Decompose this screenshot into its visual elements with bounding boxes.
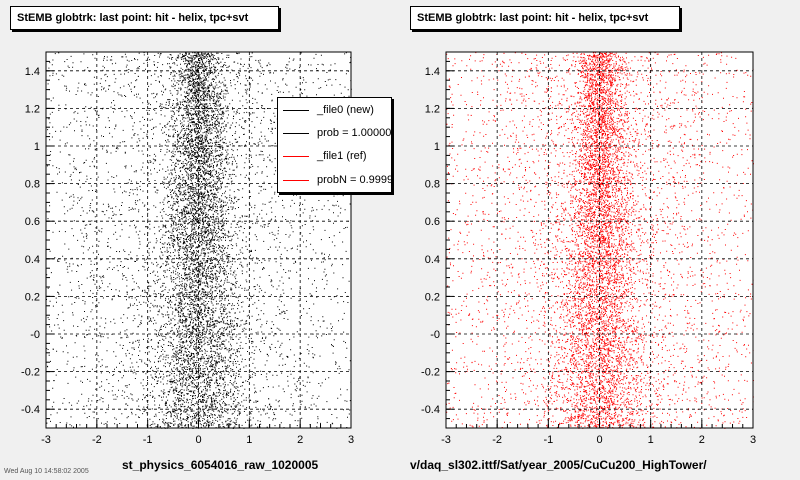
y-tick-label: 1 — [34, 141, 40, 153]
y-tick-label: -0.2 — [21, 367, 40, 379]
y-tick-label: 0.4 — [25, 254, 40, 266]
y-tick-label: 0.2 — [425, 291, 440, 303]
legend-swatch — [283, 132, 309, 134]
x-tick-label: -1 — [143, 434, 153, 446]
panel-left-footer: st_physics_6054016_raw_1020005 — [122, 458, 319, 472]
legend: _file0 (new) prob = 1.000000 _file1 (ref… — [277, 97, 392, 193]
panel-right-title: StEMB globtrk: last point: hit - helix, … — [410, 6, 680, 30]
y-tick-label: 0.2 — [25, 291, 40, 303]
legend-item: prob = 1.000000 — [278, 123, 392, 143]
x-tick-label: 2 — [699, 434, 705, 446]
x-tick-label: -1 — [543, 434, 553, 446]
y-tick-label: -0 — [30, 329, 40, 341]
legend-label: _file0 (new) — [317, 104, 374, 116]
timestamp-note: Wed Aug 10 14:58:02 2005 — [4, 468, 89, 475]
y-tick-label: 1.2 — [25, 103, 40, 115]
y-tick-label: -0.4 — [421, 404, 440, 416]
y-tick-label: 1.4 — [425, 66, 440, 78]
panel-left-title-text: StEMB globtrk: last point: hit - helix, … — [17, 12, 249, 24]
panel-right-title-text: StEMB globtrk: last point: hit - helix, … — [417, 12, 649, 24]
y-tick-label: 0.6 — [425, 216, 440, 228]
x-tick-label: -3 — [441, 434, 451, 446]
y-tick-label: 1.4 — [25, 66, 40, 78]
y-tick-label: 1.2 — [425, 103, 440, 115]
legend-swatch — [283, 109, 309, 111]
y-tick-label: 1 — [434, 141, 440, 153]
x-tick-label: -3 — [41, 434, 51, 446]
x-tick-label: -2 — [492, 434, 502, 446]
y-tick-label: -0.4 — [21, 404, 40, 416]
data-points — [446, 52, 754, 429]
legend-item: _file1 (ref) — [278, 146, 391, 166]
y-tick-label: 0.8 — [25, 179, 40, 191]
x-tick-label: 3 — [348, 434, 354, 446]
x-tick-label: -2 — [92, 434, 102, 446]
legend-label: prob = 1.000000 — [317, 127, 392, 139]
legend-item: _file0 (new) — [278, 100, 391, 120]
panel-left-title: StEMB globtrk: last point: hit - helix, … — [10, 6, 279, 30]
y-tick-label: -0 — [430, 329, 440, 341]
legend-label: probN = 0.999962 — [317, 174, 392, 186]
y-tick-label: -0.2 — [421, 367, 440, 379]
y-tick-label: 0.6 — [25, 216, 40, 228]
panel-right-footer: v/daq_sl302.ittf/Sat/year_2005/CuCu200_H… — [410, 458, 707, 472]
x-tick-label: 1 — [246, 434, 252, 446]
y-tick-label: 0.8 — [425, 179, 440, 191]
x-tick-label: 3 — [750, 434, 756, 446]
y-tick-label: 0.4 — [425, 254, 440, 266]
x-tick-label: 1 — [648, 434, 654, 446]
legend-swatch — [283, 179, 309, 181]
x-tick-label: 0 — [596, 434, 602, 446]
x-tick-label: 2 — [297, 434, 303, 446]
legend-item: probN = 0.999962 — [278, 170, 392, 190]
legend-label: _file1 (ref) — [317, 150, 367, 162]
x-tick-label: 0 — [195, 434, 201, 446]
legend-swatch — [283, 155, 309, 157]
